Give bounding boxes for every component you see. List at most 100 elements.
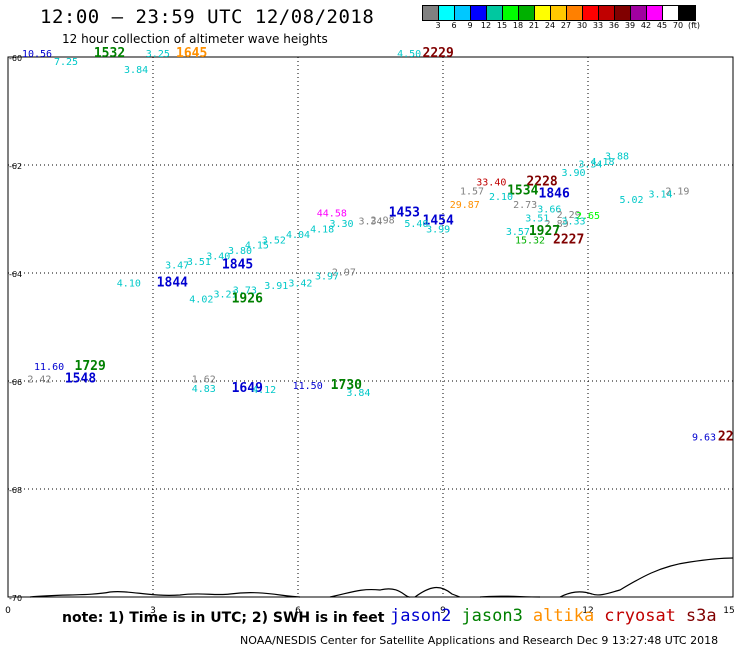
observation-time-label: 1532 [94, 46, 125, 61]
antarctic-coastline [29, 557, 734, 598]
colorbar-tick-label: 15 [496, 21, 508, 30]
wave-height-value: 11.60 [34, 362, 64, 373]
longitude-label: 6 [295, 606, 301, 616]
observation-time-label: 1453 [389, 205, 420, 220]
wave-height-value: 3.84 [124, 65, 148, 76]
colorbar-swatch [487, 6, 503, 20]
wave-height-value: 33.40 [476, 178, 506, 189]
latitude-label: -62 [9, 162, 22, 171]
wave-height-value: 2.29 [557, 210, 581, 221]
colorbar-swatch [519, 6, 535, 20]
observation-time-label: 1534 [507, 184, 538, 199]
colorbar-swatch [551, 6, 567, 20]
wave-height-value: 3.88 [605, 152, 629, 163]
observation-time-label: 1454 [423, 213, 454, 228]
latitude-label: -60 [9, 54, 22, 63]
colorbar-tick-label: 33 [592, 21, 604, 30]
colorbar-swatch [583, 6, 599, 20]
observation-time-label: 1729 [75, 359, 106, 374]
wave-height-value: 5.02 [619, 195, 643, 206]
wave-height-value: 3.33 [561, 216, 585, 227]
colorbar-swatch [599, 6, 615, 20]
wave-height-colorbar [422, 5, 696, 21]
wave-height-value: 3.47 [165, 261, 189, 272]
credit-line: NOAA/NESDIS Center for Satellite Applica… [240, 634, 719, 647]
observation-time-label: 1845 [222, 258, 253, 273]
colorbar-tick-label: 9 [467, 21, 473, 30]
observation-time-label: 22 [718, 429, 734, 444]
satellite-legend-altika: altika [532, 606, 595, 626]
wave-height-value: 3.97 [315, 271, 339, 282]
wave-height-value: 2.65 [576, 211, 600, 222]
wave-height-value: 4.15 [245, 241, 269, 252]
colorbar-tick-label: 24 [544, 21, 556, 30]
observation-time-label: 1844 [157, 276, 188, 291]
wave-height-value: 29.87 [450, 200, 480, 211]
wave-height-value: 3.51 [187, 257, 211, 268]
colorbar-tick-label: 21 [528, 21, 540, 30]
longitude-label: 0 [5, 606, 11, 616]
colorbar-tick-label: 42 [640, 21, 652, 30]
colorbar-swatch [471, 6, 487, 20]
satellite-legend-s3a: s3a [685, 606, 717, 626]
longitude-label: 9 [440, 606, 446, 616]
map-frame [7, 56, 734, 598]
wave-height-value: 3.90 [561, 168, 585, 179]
wave-height-value: 3.66 [537, 205, 561, 216]
wave-height-value: 3.40 [206, 252, 230, 263]
wave-height-value: 2.19 [665, 187, 689, 198]
colorbar-tick-label: 45 [656, 21, 668, 30]
colorbar-swatch [679, 6, 695, 20]
wave-height-value: 2.98 [371, 215, 395, 226]
wave-height-value: 3.51 [525, 214, 549, 225]
wave-height-value: 3.34 [578, 160, 602, 171]
observation-time-label: 1645 [176, 46, 207, 61]
observation-time-label: 2228 [526, 175, 557, 190]
wave-height-value: 3.21 [213, 289, 237, 300]
wave-height-value: 3.52 [262, 235, 286, 246]
colorbar-swatch [631, 6, 647, 20]
observation-time-label: 1548 [65, 372, 96, 387]
wave-height-value: 5.40 [404, 219, 428, 230]
longitude-label: 3 [150, 606, 156, 616]
map-subtitle: 12 hour collection of altimeter wave hei… [62, 32, 328, 46]
latitude-label: -64 [9, 270, 22, 279]
observation-time-label: 1730 [331, 378, 362, 393]
wave-height-value: 3.42 [288, 279, 312, 290]
colorbar-swatch [503, 6, 519, 20]
colorbar-swatch [567, 6, 583, 20]
wave-height-value: 44.58 [317, 208, 347, 219]
longitude-label: 12 [582, 606, 593, 616]
satellite-legend-cryosat: cryosat [604, 606, 676, 626]
observation-time-label: 2227 [553, 232, 584, 247]
latitude-label: -66 [9, 378, 22, 387]
wave-height-value: 4.50 [397, 49, 421, 60]
wave-height-value: 3.80 [228, 246, 252, 257]
colorbar-tick-label: 30 [576, 21, 588, 30]
colorbar-tick-label: (ft) [687, 21, 701, 30]
wave-height-value: 2.73 [513, 200, 537, 211]
colorbar-swatch [455, 6, 471, 20]
wave-height-value: 3.84 [346, 388, 370, 399]
wave-height-value: 1.62 [192, 375, 216, 386]
colorbar-swatch [535, 6, 551, 20]
observation-time-label: 1846 [539, 186, 570, 201]
wave-height-value: 15.32 [515, 235, 545, 246]
wave-height-value: 3.99 [426, 225, 450, 236]
colorbar-tick-label: 12 [480, 21, 492, 30]
wave-height-value: 2.97 [332, 268, 356, 279]
colorbar-tick-label: 70 [672, 21, 684, 30]
colorbar-swatch [439, 6, 455, 20]
wave-height-value: 3.57 [506, 227, 530, 238]
wave-height-value: 2.10 [489, 192, 513, 203]
map-title: 12:00 – 23:59 UTC 12/08/2018 [40, 6, 375, 28]
colorbar-swatch [423, 6, 439, 20]
colorbar-swatch [647, 6, 663, 20]
satellite-legend: jason2 jason3 altika cryosat s3a [390, 606, 727, 626]
wave-height-value: 1.57 [460, 187, 484, 198]
wave-height-value: 3.25 [146, 49, 170, 60]
latitude-label: -68 [9, 486, 22, 495]
observation-time-label: 2229 [423, 46, 454, 61]
wave-height-value: 4.10 [117, 279, 141, 290]
